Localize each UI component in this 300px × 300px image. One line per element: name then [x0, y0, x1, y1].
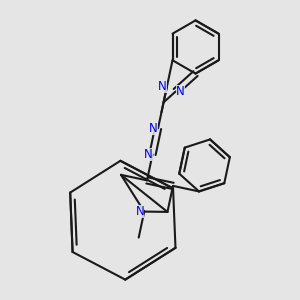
Text: N: N [176, 85, 184, 98]
Text: N: N [144, 148, 152, 161]
Text: N: N [149, 122, 158, 135]
Text: N: N [158, 80, 167, 93]
Text: N: N [136, 205, 144, 218]
